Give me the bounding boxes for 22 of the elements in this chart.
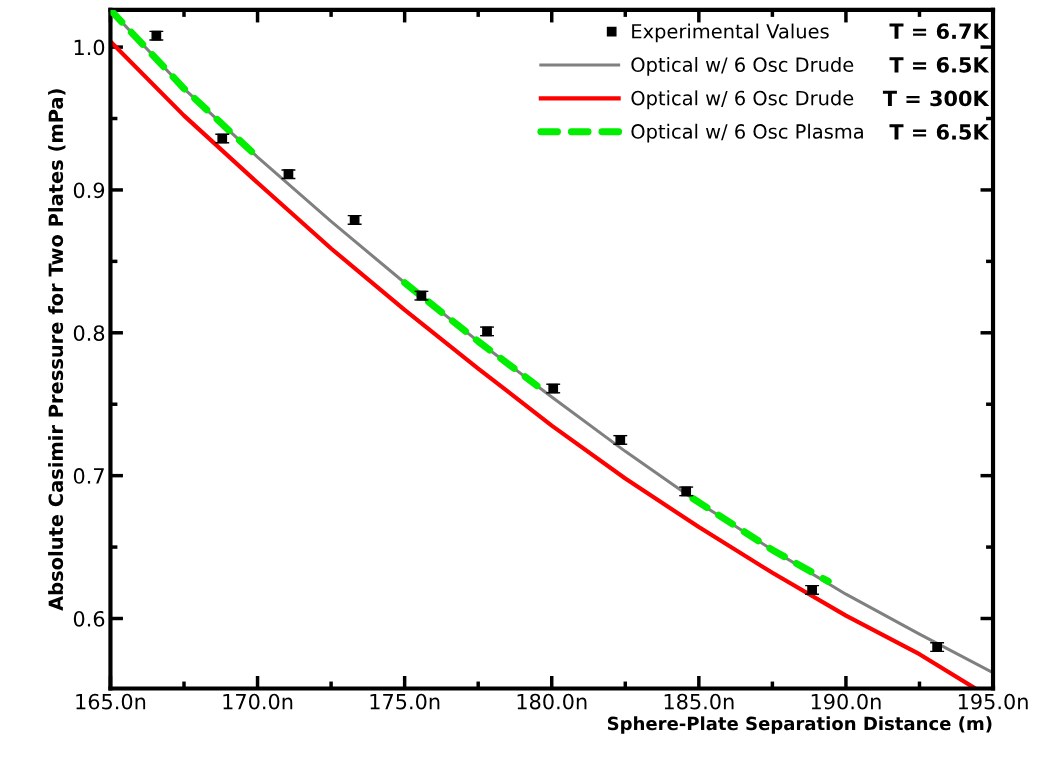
legend-label: Optical w/ 6 Osc Plasma	[631, 123, 863, 143]
y-tick-label: 0.7	[73, 468, 104, 484]
y-tick-label: 1.0	[74, 39, 105, 56]
annotation: T = 6.7K	[889, 23, 990, 40]
x-tick-label: 180.0n	[517, 693, 587, 710]
annotation: T = 6.5K	[889, 56, 990, 73]
y-tick-label: 0.9	[73, 182, 105, 199]
x-tick-label: 185.0n	[664, 693, 734, 710]
legend-label: Experimental Values	[632, 23, 829, 43]
x-tick-label: 195.0n	[958, 693, 1028, 710]
x-tick-label: 190.0n	[811, 693, 881, 710]
y-tick-label: 0.8	[73, 325, 105, 342]
annotation: T = 300K	[882, 90, 990, 107]
annotation: T = 6.5K	[889, 124, 990, 140]
legend-label: Optical w/ 6 Osc Drude	[631, 56, 854, 76]
x-tick-label: 175.0n	[370, 693, 440, 710]
y-axis-title: Absolute Casimir Pressure for Two Plates (mPa)	[48, 89, 66, 611]
x-tick-label: 165.0n	[76, 693, 146, 710]
x-tick-label: 170.0n	[223, 693, 293, 710]
x-axis-title: Sphere-Plate Separation Distance (m)	[607, 716, 992, 734]
y-tick-label: 0.6	[73, 610, 105, 627]
legend-label: Optical w/ 6 Osc Drude	[631, 90, 854, 110]
